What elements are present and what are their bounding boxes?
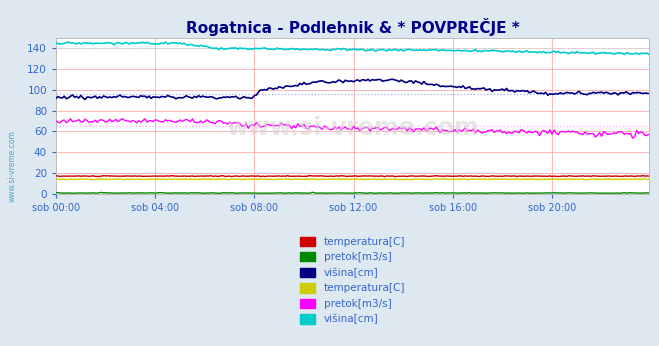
- Text: www.si-vreme.com: www.si-vreme.com: [8, 130, 17, 202]
- Title: Rogatnica - Podlehnik & * POVPREČJE *: Rogatnica - Podlehnik & * POVPREČJE *: [186, 18, 519, 36]
- Text: www.si-vreme.com: www.si-vreme.com: [226, 116, 479, 140]
- Legend: temperatura[C], pretok[m3/s], višina[cm]: temperatura[C], pretok[m3/s], višina[cm]: [296, 279, 409, 329]
